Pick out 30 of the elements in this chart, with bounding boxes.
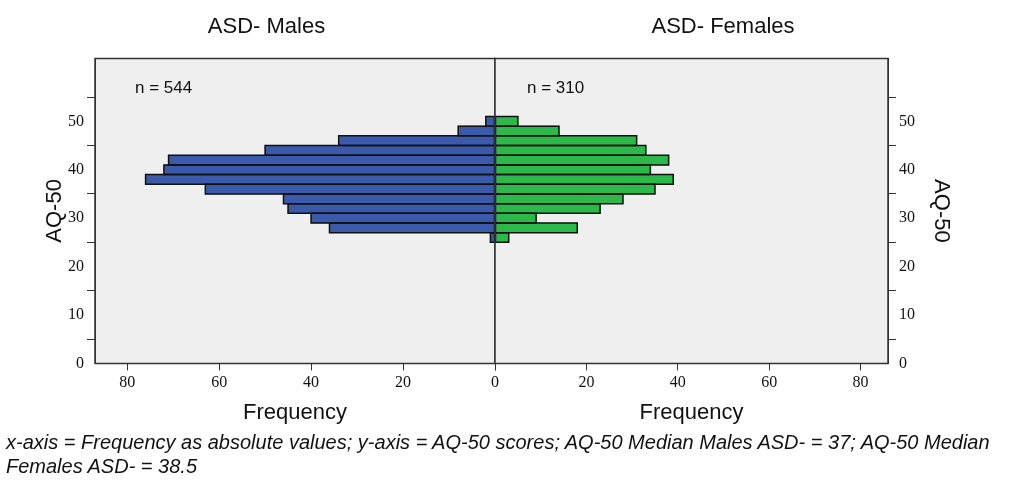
x-tick-label: 60 (761, 373, 778, 391)
y-axis-title: AQ-50 (41, 179, 67, 243)
chart-title: ASD- Males (207, 13, 326, 39)
y-tick-label: 40 (899, 159, 915, 177)
y-tick-label: 20 (899, 256, 915, 274)
chart-title: ASD- Females (651, 13, 795, 39)
y-tick-label: 0 (899, 353, 907, 371)
y-axis-title: AQ-50 (929, 179, 955, 243)
x-axis-title: Frequency (243, 398, 347, 424)
x-tick-label: 40 (303, 373, 320, 391)
annotation: n = 310 (527, 78, 585, 98)
x-tick-label: 60 (211, 373, 228, 391)
y-tick-label: 10 (899, 305, 915, 323)
x-tick-label: 80 (119, 373, 136, 391)
y-tick-label: 40 (68, 159, 84, 177)
x-tick-label: 20 (578, 373, 595, 391)
x-tick-label: 40 (669, 373, 686, 391)
annotation: n = 544 (135, 78, 193, 98)
y-tick-label: 30 (68, 208, 84, 226)
x-tick-label: 20 (395, 373, 412, 391)
x-tick-label: 80 (852, 373, 869, 391)
text: x-axis = Frequency as absolute values; y-axis = AQ-50 scores; AQ-50 Median Males ASD- = 37; AQ-50 Median Females ASD- = 38.5 (6, 430, 991, 478)
x-axis-title: Frequency (639, 398, 744, 424)
y-tick-label: 50 (68, 111, 84, 129)
y-tick-label: 50 (899, 111, 915, 129)
y-tick-label: 20 (68, 256, 84, 274)
x-tick-label: 0 (491, 373, 499, 391)
y-tick-label: 0 (76, 353, 84, 371)
y-tick-label: 10 (68, 305, 84, 323)
y-tick-label: 30 (899, 208, 915, 226)
